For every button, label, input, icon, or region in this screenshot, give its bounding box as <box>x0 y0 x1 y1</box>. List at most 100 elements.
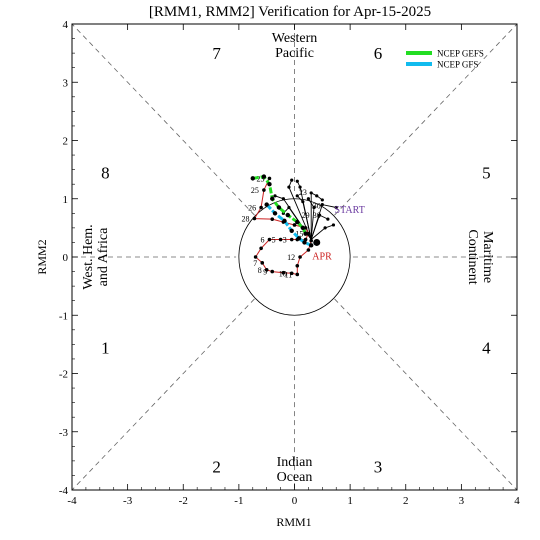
observed-point <box>253 255 258 259</box>
series-ncep-gfs-point <box>264 202 269 207</box>
observed-day-label: 6 <box>260 236 264 245</box>
divider-diagonal-0 <box>71 23 255 216</box>
series-ncep-gefs-point <box>267 181 272 187</box>
forecast-member-point <box>281 197 285 201</box>
divider-diagonal-1 <box>334 23 518 216</box>
x-tick-label: 1 <box>347 495 353 507</box>
forecast-member-point <box>298 185 302 189</box>
x-tick-label: 4 <box>514 495 520 507</box>
series-ncep-gfs-point <box>296 236 302 241</box>
forecast-member-point <box>320 202 324 207</box>
forecast-member-point <box>295 194 299 198</box>
observed-day-label: 3 <box>283 236 287 245</box>
observed-point <box>259 246 263 251</box>
phase-label-8: 8 <box>101 164 110 183</box>
series-ncep-gefs-point <box>295 219 300 225</box>
series-ncep-gefs-point <box>270 196 275 201</box>
unit-circle <box>238 198 351 316</box>
region-west-hem-africa: West. Hem. and Africa <box>81 224 111 289</box>
forecast-member-point <box>323 226 327 230</box>
forecast-member-label: 29 <box>302 211 310 220</box>
forecast-member-point <box>287 185 291 189</box>
observed-day-label: 12 <box>287 253 295 262</box>
observed-day-label: 26 <box>248 203 256 212</box>
forecast-member-point <box>273 194 277 198</box>
observed-point <box>252 216 257 221</box>
y-tick-label: 3 <box>63 77 69 89</box>
x-tick-label: 2 <box>403 495 409 507</box>
chart-title: [RMM1, RMM2] Verification for Apr-15-202… <box>149 4 431 20</box>
region-maritime-continent-line-1: Continent <box>465 229 480 284</box>
forecast-member-label: 30 <box>313 211 321 220</box>
forecast-member-label: 23 <box>299 188 307 197</box>
y-tick-label: 1 <box>63 194 69 206</box>
forecast-member-point <box>312 205 316 210</box>
observed-point <box>270 217 275 221</box>
observed-point <box>309 238 313 243</box>
phase-label-4: 4 <box>482 338 491 357</box>
region-indian-ocean-line-0: Indian <box>277 455 313 470</box>
forecast-member-point <box>317 213 322 217</box>
observed-point <box>264 268 269 272</box>
forecast-member-point <box>301 200 305 204</box>
observed-point <box>295 272 300 277</box>
observed-point <box>295 263 300 268</box>
observed-day-label: 10 <box>279 269 287 278</box>
y-tick-label: -1 <box>59 310 68 322</box>
series-ncep-gfs-point <box>282 218 287 224</box>
forecast-member-point <box>315 194 319 198</box>
annotation-start: START <box>335 205 365 216</box>
x-axis-label: RMM1 <box>276 515 311 529</box>
forecast-member-point <box>320 198 324 202</box>
region-western-pacific-line-0: Western <box>272 31 318 46</box>
forecast-member-point <box>309 191 313 195</box>
series-ncep-gefs-point <box>303 231 308 236</box>
divider-diagonal-3 <box>71 298 255 491</box>
y-tick-label: -3 <box>59 427 69 439</box>
observed-point <box>306 248 311 252</box>
observed-point <box>278 237 283 242</box>
observed-point <box>289 271 294 276</box>
phase-label-1: 1 <box>101 338 110 357</box>
observed-day-label: 25 <box>251 186 259 195</box>
y-tick-label: 2 <box>63 136 69 148</box>
series-ncep-gfs-point <box>308 243 314 248</box>
phase-label-3: 3 <box>374 458 383 477</box>
y-tick-label: -4 <box>59 485 69 497</box>
x-tick-label: -1 <box>234 495 243 507</box>
y-tick-label: 0 <box>63 252 69 264</box>
series-ncep-gfs-point <box>289 228 294 233</box>
legend-label-1: NCEP GFS <box>437 60 478 70</box>
x-tick-label: 0 <box>292 495 298 507</box>
observed-point <box>259 205 263 210</box>
divider-diagonal-2 <box>334 298 518 491</box>
phase-label-2: 2 <box>212 458 221 477</box>
region-west-hem-africa-line-0: West. Hem. <box>81 224 96 289</box>
start-point <box>313 238 321 246</box>
observed-day-label: 8 <box>258 266 262 275</box>
region-maritime-continent-line-0: Maritime <box>480 231 495 283</box>
forecast-member-point <box>326 217 330 221</box>
observed-day-label: 15 <box>295 230 303 239</box>
x-tick-label: -4 <box>67 495 77 507</box>
series-ncep-gefs-point <box>300 225 306 231</box>
y-tick-label: -2 <box>59 369 68 381</box>
series-ncep-gefs-line <box>252 175 307 235</box>
region-west-hem-africa-line-1: and Africa <box>96 227 111 286</box>
observed-point <box>267 176 272 181</box>
phase-dividers <box>71 23 518 491</box>
observed-day-label: 11 <box>285 270 293 279</box>
phase-label-5: 5 <box>482 164 491 183</box>
x-tick-label: -2 <box>179 495 188 507</box>
observed-point <box>298 255 302 259</box>
series-ncep-gefs-point <box>276 205 282 210</box>
y-axis-label: RMM2 <box>35 239 49 274</box>
phase-label-7: 7 <box>212 44 221 63</box>
